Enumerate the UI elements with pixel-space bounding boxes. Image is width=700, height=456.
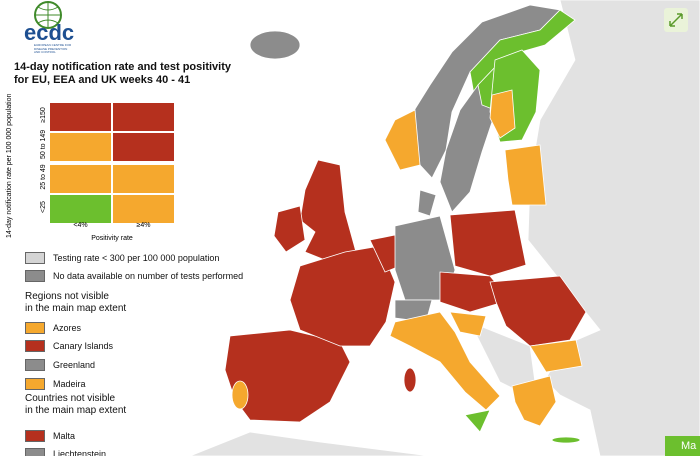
logo-subtitle-line: AND CONTROL [34, 50, 56, 54]
logo-text: ecdc [24, 20, 75, 45]
row-label: 25 to 49 [40, 164, 47, 190]
legend-label: No data available on number of tests per… [53, 271, 244, 281]
section-heading: in the main map extent [25, 303, 127, 314]
matrix-cell [113, 103, 174, 131]
matrix-cell [113, 133, 174, 161]
legend-swatch [25, 359, 45, 371]
legend-label: Madeira [53, 379, 86, 389]
title: 14-day notification rate and test positi… [14, 61, 231, 87]
logo: ecdc EUROPEAN CENTRE FOR DISEASE PREVENTI… [6, 0, 76, 56]
column-label: ≥4% [136, 222, 151, 229]
legend-label: Malta [53, 431, 76, 441]
logo-globe [34, 1, 62, 29]
title-line: for EU, EEA and UK weeks 40 - 41 [14, 74, 191, 86]
matrix-cell [50, 195, 111, 223]
legend-swatch [25, 378, 45, 390]
legend-label: Greenland [53, 360, 96, 370]
y-axis-label: 14-day notification rate per 100 000 pop… [6, 93, 13, 238]
legend-swatch [25, 270, 45, 282]
section-heading: Countries not visible [25, 393, 116, 404]
countries [189, 0, 700, 456]
legend-swatch [25, 252, 45, 264]
title-line: 14-day notification rate and test positi… [14, 61, 231, 73]
legend-label: Azores [53, 323, 82, 333]
matrix-cell [50, 133, 111, 161]
logo-subtitle-line: DISEASE PREVENTION [34, 46, 68, 51]
row-label: <25 [40, 201, 47, 213]
matrix-cell [113, 195, 174, 223]
legend-swatch [25, 448, 45, 456]
legend-label: Canary Islands [53, 341, 114, 351]
legend-label: Testing rate < 300 per 100 000 populatio… [53, 253, 220, 263]
section-heading: in the main map extent [25, 405, 127, 416]
column-label: <4% [73, 222, 88, 229]
legend-swatch [25, 322, 45, 334]
matrix-cell [50, 165, 111, 193]
section-heading: Regions not visible [25, 291, 109, 302]
x-axis-label: Positivity rate [91, 235, 133, 242]
logo-subtitle: EUROPEAN CENTRE FOR DISEASE PREVENTION AND… [34, 43, 72, 55]
legend-swatch [25, 430, 45, 442]
matrix-cell [113, 165, 174, 193]
expand-icon [669, 13, 683, 27]
legend-label: Liechtenstein [53, 449, 107, 456]
matrix-cell [50, 103, 111, 131]
map-button[interactable]: Ma [665, 436, 700, 456]
logo-subtitle-line: EUROPEAN CENTRE FOR [34, 43, 72, 47]
row-label: 50 to 149 [40, 129, 47, 159]
legend-swatch [25, 340, 45, 352]
row-label: ≥150 [40, 107, 47, 123]
